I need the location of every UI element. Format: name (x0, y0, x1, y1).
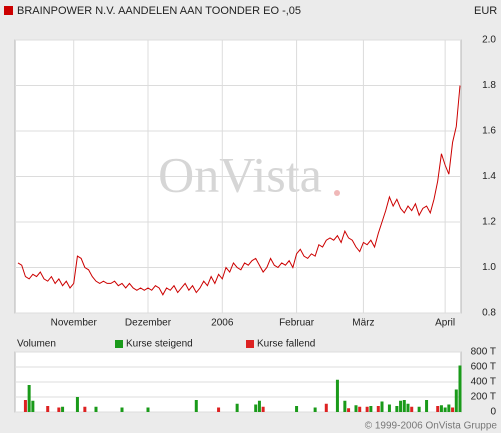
volume-bar (410, 406, 414, 412)
legend-swatch (115, 340, 123, 348)
volume-bar (451, 407, 455, 412)
y-tick-label: 2.0 (482, 35, 496, 46)
legend-label: Kurse steigend (126, 339, 193, 350)
volume-bar (402, 400, 406, 412)
watermark-dot (334, 190, 340, 196)
y-tick-label: 1.8 (482, 80, 496, 91)
volume-bar (75, 397, 79, 412)
x-tick-label: Februar (279, 318, 315, 329)
volume-bar (354, 405, 358, 412)
legend-swatch (246, 340, 254, 348)
volume-bar (295, 406, 299, 412)
volume-bar (31, 400, 35, 412)
x-tick-label: 2006 (211, 318, 234, 329)
volume-bar (369, 406, 373, 412)
y-tick-label: 1.0 (482, 262, 496, 273)
volume-bar (358, 406, 362, 412)
copyright: © 1999-2006 OnVista Gruppe (365, 421, 498, 432)
volume-bar (417, 406, 421, 412)
y-tick-label: 400 T (471, 377, 496, 388)
currency: EUR (474, 5, 497, 17)
y-tick-label: 800 T (471, 347, 496, 358)
volume-bar (447, 404, 451, 412)
title-marker (4, 6, 13, 15)
x-tick-label: April (435, 318, 455, 329)
volume-bar (254, 404, 258, 412)
volume-bar (380, 401, 384, 412)
chart-title: BRAINPOWER N.V. AANDELEN AAN TOONDER EO … (17, 5, 301, 17)
volume-bar (94, 406, 98, 412)
volume-bar (313, 407, 317, 412)
volume-bar (387, 404, 391, 412)
volume-bar (257, 400, 261, 412)
volume-bar (324, 403, 328, 412)
price-line (17, 85, 461, 296)
volume-bar (365, 406, 369, 412)
volume-bar (61, 406, 65, 412)
volume-bar (335, 379, 339, 412)
volume-bar (454, 389, 458, 412)
volume-bar (436, 406, 440, 412)
volume-bar (406, 403, 410, 412)
volume-bar (27, 385, 31, 412)
volume-bar (83, 406, 87, 412)
volume-bar (120, 407, 124, 412)
watermark: OnVista (158, 146, 322, 202)
volume-bar (458, 365, 462, 412)
x-tick-label: November (51, 318, 98, 329)
x-tick-label: März (352, 318, 374, 329)
volume-bar (395, 406, 399, 412)
volume-bar (439, 405, 443, 412)
volume-bar (217, 407, 221, 412)
panel-title: Volumen (17, 339, 56, 350)
volume-bar (425, 400, 429, 412)
volume-bar (46, 406, 50, 412)
y-tick-label: 200 T (471, 392, 496, 403)
y-tick-label: 1.6 (482, 126, 496, 137)
y-tick-label: 1.4 (482, 171, 496, 182)
volume-bar (235, 403, 239, 412)
y-tick-label: 600 T (471, 362, 496, 373)
y-tick-label: 0.8 (482, 308, 496, 319)
volume-bar (194, 400, 198, 412)
volume-bar (57, 407, 61, 412)
x-tick-label: Dezember (125, 318, 172, 329)
volume-bar (376, 406, 380, 412)
volume-bar (399, 400, 403, 412)
y-tick-label: 0 (490, 407, 496, 418)
y-tick-label: 1.2 (482, 217, 496, 228)
volume-bar (347, 408, 351, 412)
volume-bar (146, 407, 150, 412)
volume-bar (343, 400, 347, 412)
volume-bar (443, 407, 447, 412)
volume-bar (261, 406, 265, 412)
volume-bar (23, 400, 27, 412)
legend-label: Kurse fallend (257, 339, 315, 350)
